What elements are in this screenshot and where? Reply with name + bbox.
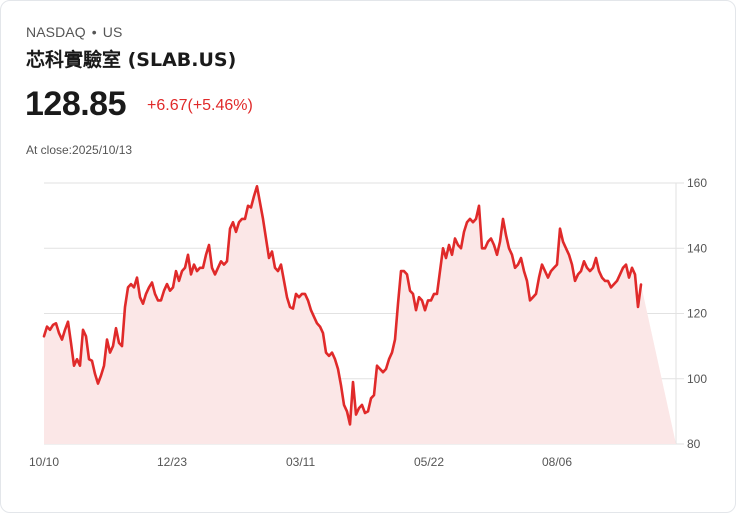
exchange-name: NASDAQ <box>26 24 86 40</box>
y-tick-label: 160 <box>687 176 707 190</box>
stock-title: 芯科實驗室 (SLAB.US) <box>26 49 237 71</box>
y-tick-label: 120 <box>687 307 707 321</box>
exchange-label: NASDAQ • US <box>26 24 122 40</box>
x-tick-label: 08/06 <box>542 455 572 469</box>
price-area-fill <box>44 186 676 445</box>
current-price: 128.85 <box>25 85 127 123</box>
x-axis-ticks: 10/10 12/23 03/11 05/22 08/06 <box>29 455 572 469</box>
y-tick-label: 140 <box>687 241 707 255</box>
y-axis-ticks: 80 100 120 140 160 <box>687 176 707 451</box>
market-name: US <box>102 24 123 40</box>
price-line <box>42 185 643 426</box>
x-tick-label: 05/22 <box>414 455 444 469</box>
close-date: At close:2025/10/13 <box>26 143 133 157</box>
x-tick-label: 03/11 <box>286 455 315 469</box>
y-tick-label: 100 <box>687 372 707 386</box>
price-change: +6.67(+5.46%) <box>147 97 253 114</box>
x-tick-label: 10/10 <box>29 455 59 469</box>
x-tick-label: 12/23 <box>157 455 187 469</box>
y-tick-label: 80 <box>687 437 701 451</box>
separator-dot: • <box>91 24 97 40</box>
